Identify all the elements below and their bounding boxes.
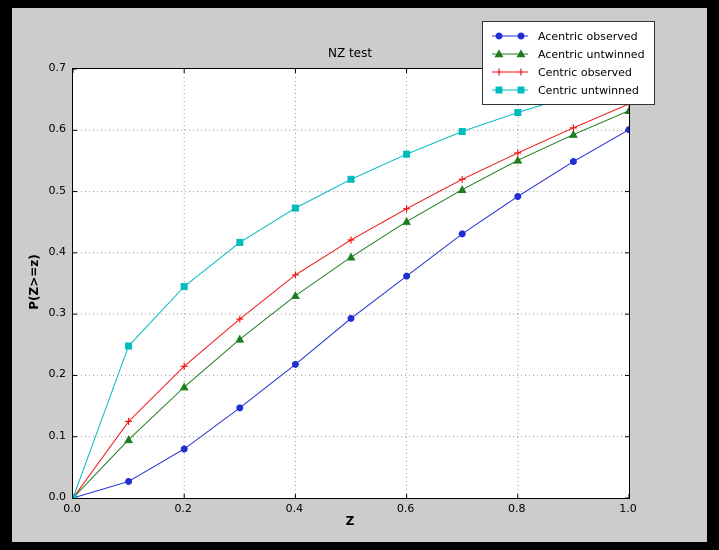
y-tick-label: 0.3 [48, 306, 67, 320]
legend-label: Acentric observed [538, 29, 638, 43]
series-acentric-observed [73, 126, 629, 498]
y-tick-label: 0.5 [48, 183, 67, 197]
x-tick-label: 0.2 [174, 502, 192, 515]
legend-sample [492, 32, 528, 40]
legend-item: Centric untwinned [490, 81, 645, 99]
series-centric-untwinned [73, 75, 629, 498]
legend: Acentric observed Acentric untwinned Centr… [482, 21, 655, 105]
legend-item: Acentric observed [490, 27, 645, 45]
legend-item: Acentric untwinned [490, 45, 645, 63]
y-tick-label: 0.0 [48, 490, 67, 503]
legend-sample [492, 86, 528, 94]
figure-canvas: NZ test 0.0 0.2 0.4 0.6 0.8 1.0 0.0 0.1 0.2 0.3 0… [12, 8, 707, 542]
y-tick-label: 0.7 [48, 61, 67, 74]
y-tick-label: 0.1 [48, 428, 67, 442]
legend-sample [492, 68, 528, 76]
legend-label: Centric untwinned [538, 83, 639, 97]
x-tick-label: 0.6 [396, 502, 415, 515]
x-axis-label: Z [345, 514, 355, 528]
plot-svg [73, 69, 629, 498]
plot-area [72, 68, 630, 499]
y-tick-label: 0.4 [48, 244, 67, 258]
y-axis-label: P(Z>=z) [27, 254, 41, 310]
legend-sample [492, 49, 528, 58]
x-tick-label: 0.4 [285, 502, 304, 515]
legend-label: Centric observed [538, 65, 632, 79]
tick-marks [73, 69, 629, 498]
gridlines [73, 69, 629, 498]
legend-label: Acentric untwinned [538, 47, 645, 61]
y-tick-label: 0.2 [48, 367, 67, 381]
chart-title: NZ test [327, 46, 373, 60]
legend-item: Centric observed [490, 63, 645, 81]
x-tick-label: 0.0 [63, 502, 81, 515]
x-tick-label: 0.8 [508, 502, 526, 515]
series-centric-observed [73, 100, 629, 498]
x-tick-label: 1.0 [619, 502, 637, 515]
y-tick-label: 0.6 [48, 122, 67, 136]
series-acentric-untwinned [73, 106, 629, 498]
